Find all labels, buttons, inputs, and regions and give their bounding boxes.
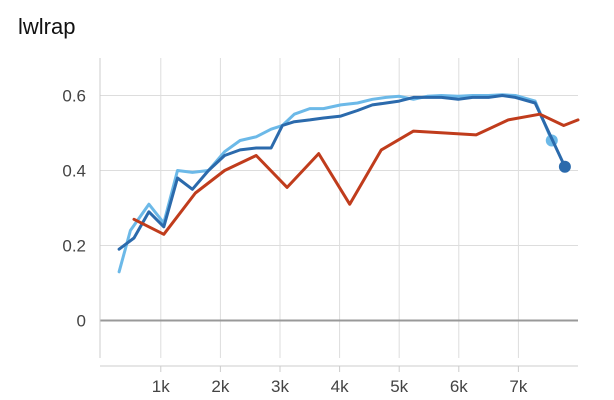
series-end-marker-2 <box>558 160 571 173</box>
series-group <box>117 93 580 274</box>
y-tick-label: 0 <box>77 312 86 331</box>
x-tick-label: 3k <box>271 377 289 396</box>
series-line-2 <box>117 94 567 251</box>
y-tick-label: 0.2 <box>62 237 86 256</box>
tick-labels: 0 0.2 0.4 0.6 1k 2k 3k 4k 5k 6k 7k <box>62 87 528 397</box>
series-line-3 <box>132 112 580 236</box>
x-tick-label: 2k <box>211 377 229 396</box>
series-line-1 <box>117 93 554 274</box>
x-tick-label: 4k <box>331 377 349 396</box>
y-tick-label: 0.6 <box>62 87 86 106</box>
x-tick-label: 1k <box>152 377 170 396</box>
x-tick-label: 6k <box>450 377 468 396</box>
grid <box>100 58 578 358</box>
x-tick-label: 5k <box>390 377 408 396</box>
x-tick-label: 7k <box>509 377 527 396</box>
y-tick-label: 0.4 <box>62 162 86 181</box>
axes <box>99 58 578 372</box>
chart-title: lwlrap <box>18 14 76 39</box>
